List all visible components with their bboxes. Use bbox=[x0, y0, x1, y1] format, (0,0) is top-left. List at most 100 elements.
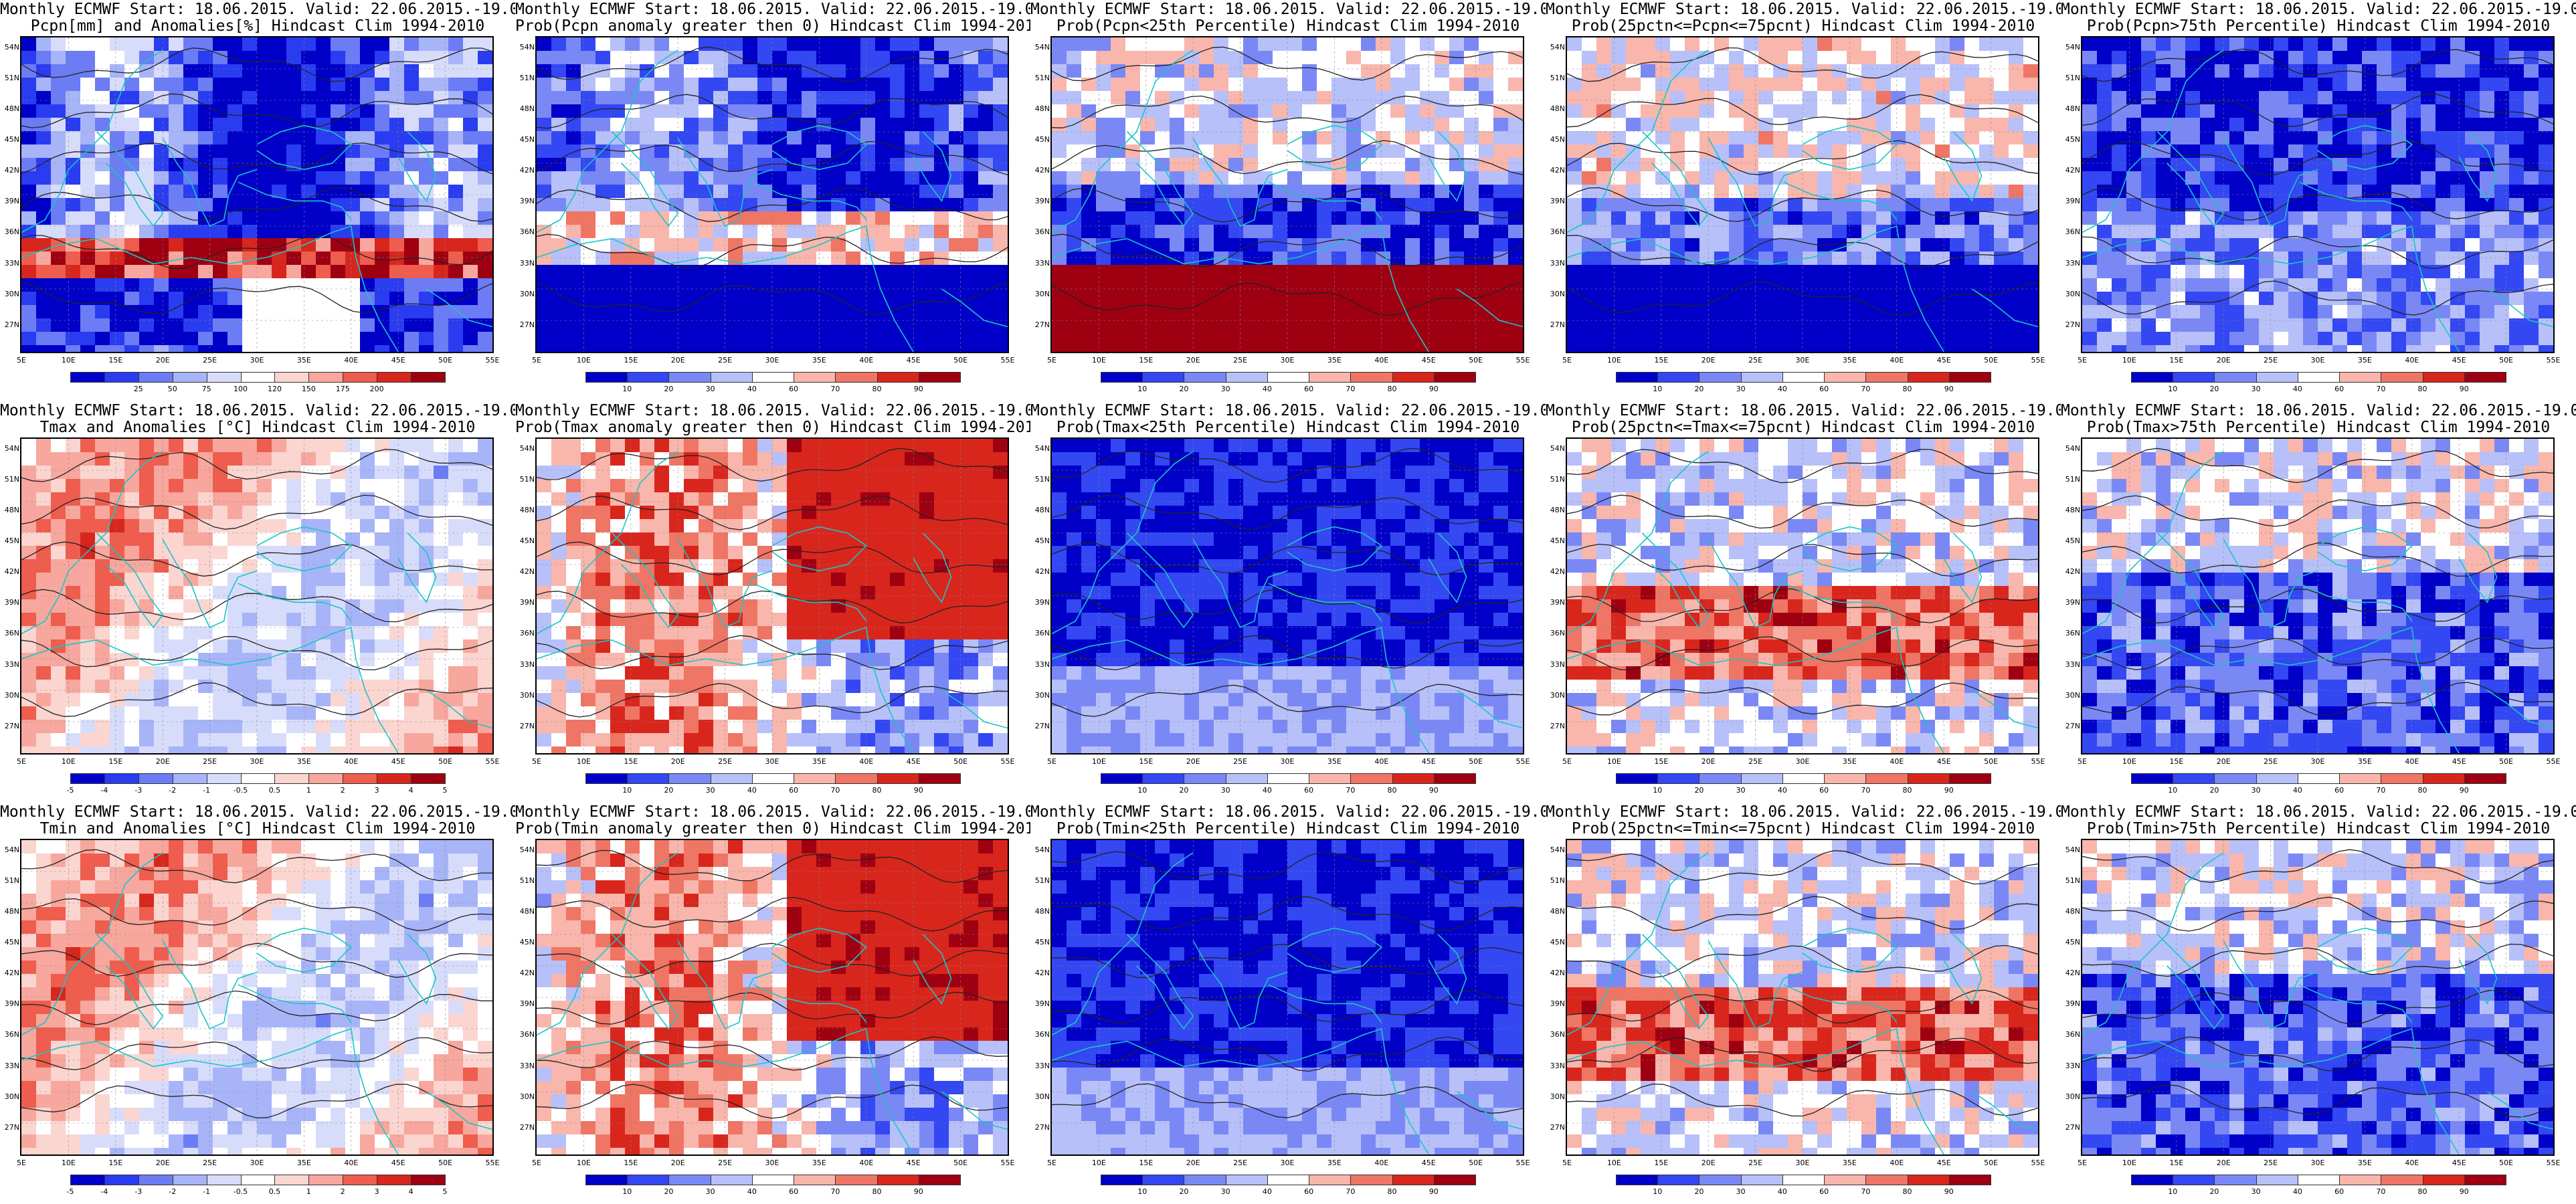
field-cell bbox=[2303, 131, 2318, 145]
field-cell bbox=[1346, 345, 1362, 352]
lat-tick-label: 42N bbox=[519, 166, 535, 175]
field-cell bbox=[1832, 185, 1847, 199]
field-cell bbox=[198, 198, 213, 212]
field-cell bbox=[581, 252, 596, 266]
field-cell bbox=[345, 144, 361, 159]
field-cell bbox=[21, 118, 37, 132]
field-cell bbox=[2185, 292, 2201, 306]
field-cell bbox=[2524, 37, 2539, 52]
field-cell bbox=[139, 466, 155, 480]
field-cell bbox=[1479, 225, 1494, 239]
field-cell bbox=[1302, 64, 1317, 78]
field-cell bbox=[537, 292, 552, 306]
field-cell bbox=[1773, 305, 1788, 319]
field-cell bbox=[1361, 78, 1376, 92]
field-cell bbox=[1243, 91, 1259, 105]
field-cell bbox=[419, 118, 434, 132]
map-field bbox=[1050, 36, 1524, 353]
field-cell bbox=[139, 198, 155, 212]
field-cell bbox=[1273, 131, 1288, 145]
lon-tick-label: 45E bbox=[1936, 356, 1951, 365]
field-cell bbox=[1832, 51, 1847, 65]
field-cell bbox=[1331, 292, 1347, 306]
map-svg bbox=[2082, 37, 2553, 352]
field-cell bbox=[2524, 91, 2539, 105]
field-cell bbox=[2023, 198, 2038, 212]
field-cell bbox=[375, 733, 390, 747]
field-cell bbox=[1479, 171, 1494, 185]
field-cell bbox=[2097, 158, 2112, 172]
field-cell bbox=[1479, 305, 1494, 319]
field-cell bbox=[1729, 144, 1744, 159]
field-cell bbox=[66, 626, 81, 640]
field-cell bbox=[949, 225, 964, 239]
field-cell bbox=[154, 158, 169, 172]
field-cell bbox=[1420, 131, 1435, 145]
field-cell bbox=[1184, 185, 1200, 199]
field-cell bbox=[1699, 305, 1715, 319]
field-cell bbox=[51, 479, 66, 493]
field-cell bbox=[2494, 332, 2510, 346]
field-cell bbox=[1817, 91, 1833, 105]
field-cell bbox=[66, 613, 81, 627]
field-cell bbox=[1376, 131, 1391, 145]
field-cell bbox=[1803, 158, 1818, 172]
field-cell bbox=[2141, 318, 2156, 332]
field-cell bbox=[934, 345, 949, 352]
field-cell bbox=[654, 292, 670, 306]
field-cell bbox=[124, 185, 140, 199]
field-cell bbox=[551, 171, 567, 185]
field-cell bbox=[80, 519, 96, 533]
field-cell bbox=[169, 305, 184, 319]
field-cell bbox=[625, 131, 640, 145]
field-cell bbox=[566, 37, 581, 52]
field-cell bbox=[1067, 158, 1082, 172]
contour-line bbox=[2082, 235, 2553, 270]
field-cell bbox=[345, 225, 361, 239]
field-cell bbox=[2171, 104, 2186, 118]
field-cell bbox=[1096, 64, 1111, 78]
field-cell bbox=[434, 158, 449, 172]
field-cell bbox=[301, 332, 316, 346]
field-cell bbox=[1331, 131, 1347, 145]
field-cell bbox=[2509, 265, 2524, 279]
field-cell bbox=[404, 158, 420, 172]
field-cell bbox=[905, 278, 920, 292]
field-cell bbox=[713, 265, 729, 279]
field-cell bbox=[331, 144, 346, 159]
field-cell bbox=[1964, 171, 1980, 185]
field-cell bbox=[1773, 332, 1788, 346]
field-cell bbox=[860, 144, 876, 159]
field-cell bbox=[448, 479, 464, 493]
field-cell bbox=[286, 492, 302, 506]
field-cell bbox=[419, 706, 434, 720]
field-cell bbox=[1788, 185, 1803, 199]
field-cell bbox=[2229, 91, 2245, 105]
field-cell bbox=[1258, 131, 1273, 145]
field-cell bbox=[1111, 91, 1126, 105]
field-cell bbox=[1258, 37, 1273, 52]
field-cell bbox=[434, 64, 449, 78]
field-cell bbox=[1435, 211, 1450, 225]
field-cell bbox=[1184, 37, 1200, 52]
field-cell bbox=[625, 198, 640, 212]
field-cell bbox=[890, 211, 905, 225]
field-cell bbox=[66, 252, 81, 266]
field-cell bbox=[1611, 278, 1627, 292]
field-cell bbox=[1273, 91, 1288, 105]
field-cell bbox=[2112, 64, 2127, 78]
field-cell bbox=[1405, 265, 1420, 279]
field-cell bbox=[963, 78, 979, 92]
field-cell bbox=[21, 292, 37, 306]
field-cell bbox=[2362, 252, 2377, 266]
field-cell bbox=[1567, 292, 1582, 306]
field-cell bbox=[1994, 345, 2009, 352]
field-cell bbox=[2082, 51, 2098, 65]
field-cell bbox=[286, 278, 302, 292]
field-cell bbox=[1228, 265, 1244, 279]
field-cell bbox=[757, 225, 773, 239]
field-cell bbox=[463, 51, 478, 65]
field-cell bbox=[1111, 78, 1126, 92]
field-cell bbox=[124, 211, 140, 225]
field-cell bbox=[1714, 91, 1730, 105]
